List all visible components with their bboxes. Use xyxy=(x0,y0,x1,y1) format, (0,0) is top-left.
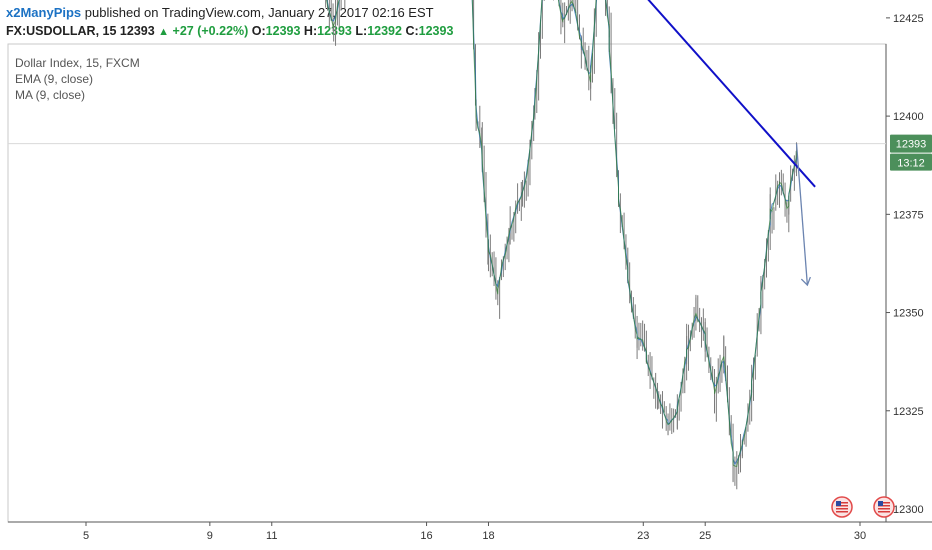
chart-header: x2ManyPips published on TradingView.com,… xyxy=(0,0,932,44)
high-value: 12393 xyxy=(317,24,352,38)
flag-stripe xyxy=(836,511,848,513)
author-link[interactable]: x2ManyPips xyxy=(6,5,82,20)
y-tick-label: 12425 xyxy=(893,13,924,25)
legend-entry: MA (9, close) xyxy=(15,88,85,102)
flag-stripe xyxy=(836,505,848,507)
flag-stripe xyxy=(878,505,890,507)
x-tick-label: 23 xyxy=(637,530,649,542)
low-label: L: xyxy=(355,24,368,38)
x-tick-label: 18 xyxy=(482,530,494,542)
close-value: 12393 xyxy=(418,24,454,38)
price-badge xyxy=(890,134,932,153)
y-tick-label: 12325 xyxy=(893,406,924,418)
open-label: O: xyxy=(251,24,266,38)
x-tick-label: 9 xyxy=(207,530,213,542)
x-tick-label: 25 xyxy=(699,530,711,542)
x-tick-label: 11 xyxy=(266,530,277,542)
y-tick-label: 12400 xyxy=(893,111,924,123)
y-tick-label: 12375 xyxy=(893,209,924,221)
flag-stripe xyxy=(836,502,848,504)
symbol-label: FX:USDOLLAR, 15 xyxy=(6,24,117,38)
legend-entry: Dollar Index, 15, FXCM xyxy=(15,56,140,70)
close-label: C: xyxy=(405,24,419,38)
published-text: published on TradingView.com, January 27… xyxy=(81,5,434,20)
symbol-line: FX:USDOLLAR, 15 12393 ▲ +27 (+0.22%) O:1… xyxy=(6,24,453,38)
flag-stripe xyxy=(878,508,890,510)
publish-line: x2ManyPips published on TradingView.com,… xyxy=(6,5,434,20)
legend-entry: EMA (9, close) xyxy=(15,72,93,86)
projection-arrow[interactable] xyxy=(795,143,809,286)
price-badge-label: 12393 xyxy=(896,139,927,151)
ema-line xyxy=(326,0,797,467)
flag-stripe xyxy=(878,502,890,504)
y-tick-label: 12300 xyxy=(893,504,924,516)
price-change: +27 (+0.22%) xyxy=(172,24,249,38)
flag-stripe xyxy=(878,511,890,513)
us-flag-icon[interactable] xyxy=(831,496,853,518)
countdown-badge-label: 13:12 xyxy=(897,158,925,170)
y-tick-label: 12350 xyxy=(893,308,924,320)
low-value: 12392 xyxy=(367,24,402,38)
countdown-badge xyxy=(890,153,932,171)
last-price: 12393 xyxy=(119,24,155,38)
high-label: H: xyxy=(303,24,318,38)
us-flag-icon[interactable] xyxy=(873,496,895,518)
up-triangle-icon: ▲ xyxy=(158,26,170,38)
flag-canton xyxy=(836,501,841,506)
open-value: 12393 xyxy=(265,24,301,38)
lower-trendline[interactable] xyxy=(427,0,816,188)
flag-canton xyxy=(878,501,883,506)
x-tick-label: 16 xyxy=(420,530,432,542)
x-tick-label: 5 xyxy=(83,530,89,542)
flag-stripe xyxy=(836,508,848,510)
x-tick-label: 30 xyxy=(854,530,866,542)
plot-area[interactable] xyxy=(7,43,887,523)
projection-arrow-head xyxy=(800,276,811,287)
